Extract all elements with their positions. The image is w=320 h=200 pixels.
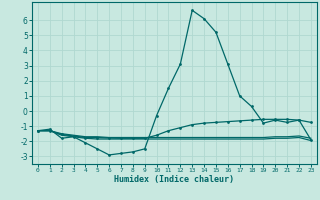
X-axis label: Humidex (Indice chaleur): Humidex (Indice chaleur) bbox=[115, 175, 234, 184]
